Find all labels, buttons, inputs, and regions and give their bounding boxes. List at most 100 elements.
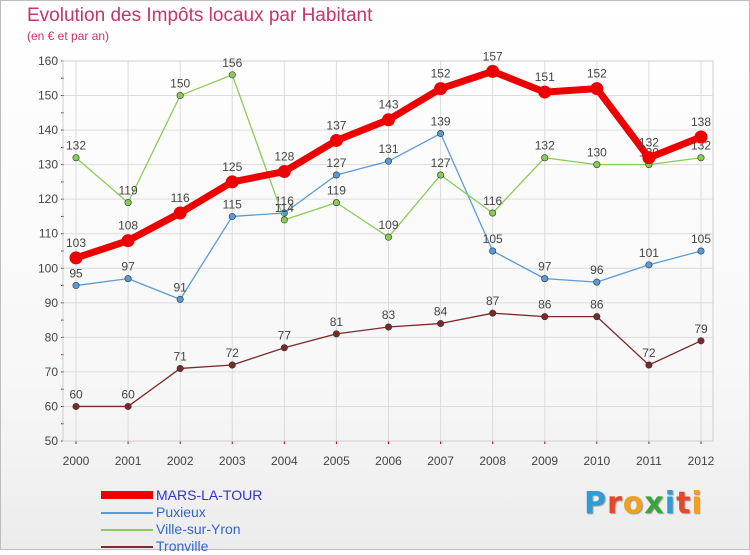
logo-letter: i [664, 486, 677, 521]
data-point-puxieux [228, 212, 236, 220]
legend-swatch [101, 546, 153, 548]
y-tick-label: 70 [45, 365, 59, 379]
data-label-tronville: 72 [642, 346, 656, 360]
data-point-puxieux [697, 247, 705, 255]
data-label-tronville: 79 [694, 322, 708, 336]
data-label-puxieux: 101 [639, 246, 659, 260]
data-label-tronville: 81 [330, 315, 344, 329]
x-tick-label: 2010 [583, 454, 610, 468]
y-tick-label: 50 [45, 434, 59, 448]
data-label-tronville: 86 [590, 298, 604, 312]
data-point-mars-la-tour [486, 64, 500, 78]
data-point-ville-sur-yron [228, 71, 236, 79]
data-point-ville-sur-yron [72, 154, 80, 162]
data-label-ville-sur-yron: 132 [535, 139, 555, 153]
data-label-puxieux: 97 [538, 260, 552, 274]
x-tick-label: 2002 [167, 454, 194, 468]
data-label-tronville: 72 [226, 346, 240, 360]
data-point-ville-sur-yron [280, 216, 288, 224]
data-label-puxieux: 116 [275, 194, 294, 208]
data-point-tronville [332, 330, 340, 338]
data-point-tronville [228, 361, 236, 369]
y-tick-label: 110 [39, 227, 58, 241]
data-label-puxieux: 91 [173, 280, 187, 294]
data-point-mars-la-tour [382, 113, 395, 127]
logo-letter: r [607, 486, 623, 521]
data-label-tronville: 71 [173, 349, 187, 363]
data-label-tronville: 86 [538, 298, 552, 312]
x-tick-label: 2008 [479, 454, 506, 468]
data-point-tronville [384, 323, 392, 331]
y-tick-label: 150 [38, 89, 58, 103]
data-point-tronville [437, 320, 445, 328]
data-label-puxieux: 96 [590, 263, 604, 277]
proxiti-logo: Proxiti [584, 486, 703, 521]
x-tick-label: 2005 [323, 454, 350, 468]
data-point-tronville [489, 309, 497, 317]
data-label-puxieux: 131 [378, 142, 398, 156]
data-label-mars-la-tour: 125 [222, 160, 242, 174]
data-label-tronville: 87 [486, 294, 500, 308]
x-tick-label: 2011 [636, 454, 662, 468]
data-point-mars-la-tour [277, 165, 291, 179]
data-point-tronville [645, 361, 653, 369]
data-point-tronville [72, 402, 80, 410]
data-label-mars-la-tour: 152 [431, 67, 451, 81]
data-label-mars-la-tour: 132 [639, 136, 659, 150]
data-label-ville-sur-yron: 114 [275, 201, 294, 215]
data-point-puxieux [437, 130, 445, 138]
logo-letter: t [676, 486, 692, 521]
data-point-tronville [176, 364, 184, 372]
data-label-ville-sur-yron: 150 [170, 77, 190, 91]
data-label-ville-sur-yron: 119 [119, 184, 138, 198]
data-label-puxieux: 105 [483, 232, 503, 246]
data-label-ville-sur-yron: 130 [587, 146, 607, 160]
legend-swatch [101, 529, 153, 531]
data-label-mars-la-tour: 152 [587, 67, 607, 81]
x-tick-label: 2001 [115, 454, 142, 468]
data-point-puxieux [541, 275, 549, 283]
y-tick-label: 60 [45, 399, 59, 413]
data-label-puxieux: 139 [431, 115, 451, 129]
data-label-puxieux: 115 [223, 197, 242, 211]
data-point-tronville [697, 337, 705, 345]
data-label-mars-la-tour: 108 [118, 219, 138, 233]
y-tick-label: 130 [38, 158, 58, 172]
data-point-mars-la-tour [121, 234, 135, 248]
data-point-ville-sur-yron [384, 233, 392, 241]
legend-label: Tronville [156, 538, 209, 554]
data-point-ville-sur-yron [541, 154, 549, 162]
y-tick-label: 90 [45, 296, 59, 310]
legend-swatch [101, 491, 153, 499]
y-tick-label: 160 [38, 54, 58, 68]
y-tick-label: 80 [45, 330, 59, 344]
data-label-ville-sur-yron: 109 [378, 218, 398, 232]
data-point-mars-la-tour [329, 133, 343, 147]
data-label-mars-la-tour: 151 [535, 70, 555, 84]
data-label-ville-sur-yron: 127 [431, 156, 451, 170]
data-point-ville-sur-yron [437, 171, 445, 179]
data-label-tronville: 60 [69, 387, 83, 401]
data-point-mars-la-tour [173, 206, 187, 220]
data-label-tronville: 60 [121, 387, 135, 401]
data-label-puxieux: 105 [691, 232, 711, 246]
x-tick-label: 2007 [427, 454, 454, 468]
data-point-puxieux [72, 282, 80, 290]
data-point-mars-la-tour [69, 251, 83, 265]
data-label-mars-la-tour: 143 [378, 98, 398, 112]
legend-label: MARS-LA-TOUR [156, 487, 263, 503]
legend-swatch [101, 512, 153, 514]
logo-letter: i [691, 486, 703, 521]
data-point-puxieux [384, 157, 392, 165]
logo-letter: o [622, 486, 645, 521]
data-label-puxieux: 97 [121, 260, 135, 274]
data-point-tronville [280, 344, 288, 352]
data-point-tronville [541, 313, 549, 321]
x-tick-label: 2009 [531, 454, 558, 468]
data-point-puxieux [176, 295, 184, 303]
x-tick-label: 2012 [688, 454, 715, 468]
data-label-mars-la-tour: 103 [66, 236, 86, 250]
x-tick-label: 2003 [219, 454, 246, 468]
data-point-ville-sur-yron [593, 161, 601, 169]
